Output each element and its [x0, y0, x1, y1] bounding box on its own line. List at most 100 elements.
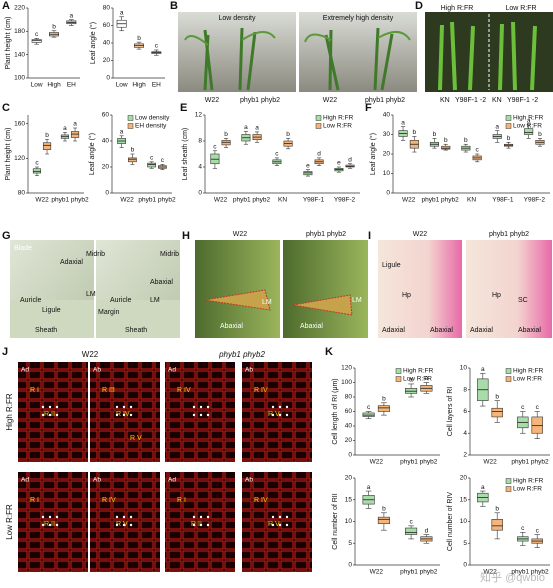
y-axis-label: Cell number of RII	[332, 493, 339, 549]
significance-letter: d	[317, 151, 321, 158]
y-axis-label: Cell length of RI (μm)	[332, 378, 339, 444]
cell-dot	[278, 523, 282, 527]
significance-letter: c	[367, 404, 371, 411]
tile-label: R IV	[254, 497, 268, 504]
photo-j	[18, 362, 312, 572]
y-tick-label: 2	[463, 452, 467, 459]
significance-letter: b	[224, 131, 228, 138]
legend-label: High R:FR	[513, 115, 544, 122]
significance-letter: b	[495, 393, 499, 400]
tile-label: Ad	[21, 477, 29, 484]
tile-label: R I	[177, 497, 186, 504]
y-tick-label: 40	[103, 40, 111, 47]
y-tick-label: 40	[383, 112, 391, 119]
cell-dot	[271, 515, 275, 519]
x-tick-label: W22	[35, 197, 49, 204]
y-tick-label: 60	[345, 408, 353, 415]
photo-b	[178, 12, 417, 92]
y-tick-label: 12	[195, 112, 203, 119]
box	[42, 142, 52, 150]
tile-label: R V	[130, 435, 142, 442]
legend-swatch	[505, 486, 512, 492]
significance-letter: d	[348, 156, 352, 163]
y-tick-label: 0	[463, 562, 467, 569]
legend-swatch	[395, 376, 402, 382]
significance-letter: d	[425, 527, 429, 534]
photo-g	[10, 240, 180, 338]
legend-swatch	[505, 478, 512, 484]
photo-label: Y98F-1 -2	[507, 97, 538, 104]
y-tick-label: 160	[14, 120, 25, 127]
panel-letter: H	[182, 230, 190, 242]
y-tick-label: 60	[103, 22, 111, 29]
photo-label: Low R:FR	[505, 5, 536, 12]
y-tick-label: 5	[348, 540, 352, 547]
significance-letter: b	[382, 396, 386, 403]
cell-dot	[48, 413, 52, 417]
y-tick-label: 20	[103, 57, 111, 64]
significance-letter: b	[45, 132, 49, 139]
cell-dot	[271, 523, 275, 527]
significance-letter: b	[286, 131, 290, 138]
y-tick-label: 8	[198, 138, 202, 145]
significance-letter: c	[476, 147, 480, 154]
panel-letter: I	[368, 230, 371, 242]
panel-letter: A	[2, 0, 10, 12]
y-axis-label: Plant height (cm)	[5, 128, 12, 181]
y-tick-label: 6	[463, 408, 467, 415]
photo-label: KN	[440, 97, 450, 104]
micrograph	[18, 472, 88, 572]
row-label: Low R:FR	[5, 504, 14, 540]
legend-swatch	[395, 368, 402, 374]
tile-label: Ab	[93, 367, 101, 374]
watermark: 知乎 @qwbio	[480, 570, 545, 584]
panel-letter: E	[180, 102, 187, 114]
y-tick-label: 0	[386, 190, 390, 197]
photo-label: W22	[323, 97, 338, 104]
significance-letter: a	[63, 125, 67, 132]
significance-letter: a	[244, 124, 248, 131]
cell-dot	[41, 405, 45, 409]
photo-label: LM	[86, 291, 96, 298]
y-tick-label: 20	[102, 164, 110, 171]
significance-letter: c	[521, 525, 525, 532]
legend-swatch	[505, 115, 512, 121]
cell-dot	[206, 515, 210, 519]
y-axis-label: Cell layers of RI	[447, 387, 454, 436]
x-tick-label: phyb1 phyb2	[511, 569, 549, 576]
photo-label: phyb1 phyb2	[240, 97, 280, 104]
legend-label: High R:FR	[513, 368, 544, 375]
y-tick-label: 100	[14, 75, 25, 82]
y-tick-label: 0	[105, 190, 109, 197]
photo-label: Auricle	[110, 297, 132, 304]
significance-letter: b	[433, 131, 437, 138]
legend-swatch	[127, 115, 134, 121]
x-tick-label: phyb1 phyb2	[400, 569, 438, 576]
tile-label: Ad	[21, 367, 29, 374]
photo-label: phyb1 phyb2	[489, 231, 529, 238]
photo-label: LM	[352, 297, 362, 304]
tile-label: R I	[30, 387, 39, 394]
cell-dot	[192, 405, 196, 409]
significance-letter: e	[337, 160, 341, 167]
y-tick-label: 120	[14, 155, 25, 162]
panel-letter: F	[365, 102, 372, 114]
photo-label: Extremely high density	[323, 15, 394, 22]
cell-dot	[122, 515, 126, 519]
x-tick-label: phyb1 phyb2	[511, 459, 549, 466]
tile-label: R II	[191, 521, 202, 528]
photo-label: Abaxial	[430, 327, 453, 334]
panel-letter: B	[170, 0, 178, 12]
cell-dot	[206, 405, 210, 409]
x-tick-label: High	[47, 82, 61, 89]
y-tick-label: 0	[348, 452, 352, 459]
box	[491, 407, 503, 418]
x-tick-label: W22	[120, 197, 134, 204]
photo-label: phyb1 phyb2	[306, 231, 346, 238]
x-tick-label: Y98F-2	[334, 197, 356, 204]
cell-dot	[129, 405, 133, 409]
y-tick-label: 0	[198, 190, 202, 197]
significance-letter: c	[409, 519, 413, 526]
legend-swatch	[127, 123, 134, 129]
tile-label: Ab	[93, 477, 101, 484]
